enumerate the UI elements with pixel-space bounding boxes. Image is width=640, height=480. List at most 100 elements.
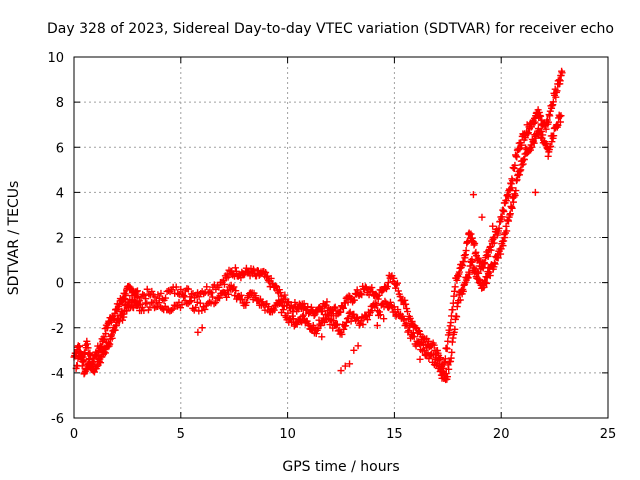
data-point bbox=[284, 299, 292, 307]
data-point bbox=[404, 308, 412, 316]
data-point bbox=[399, 315, 407, 323]
y-tick-label: 10 bbox=[47, 51, 64, 66]
y-axis-label: SDTVAR / TECUs bbox=[6, 181, 22, 296]
data-point bbox=[429, 351, 437, 359]
data-point bbox=[284, 309, 292, 317]
data-point bbox=[267, 274, 275, 282]
data-point bbox=[323, 298, 331, 306]
data-point bbox=[511, 161, 519, 169]
data-point bbox=[402, 300, 410, 308]
data-point bbox=[338, 330, 346, 338]
data-point bbox=[293, 320, 301, 328]
x-tick-label: 0 bbox=[70, 427, 78, 442]
data-point bbox=[444, 337, 452, 345]
data-point bbox=[512, 187, 520, 195]
data-point bbox=[380, 315, 388, 323]
data-point bbox=[330, 317, 338, 325]
data-point bbox=[430, 341, 438, 349]
y-tick-label: 0 bbox=[56, 277, 64, 292]
data-point bbox=[309, 321, 317, 329]
data-point bbox=[196, 299, 204, 307]
data-point bbox=[210, 300, 218, 308]
data-point bbox=[173, 302, 181, 310]
data-point bbox=[487, 246, 495, 254]
grid-layer bbox=[74, 57, 608, 418]
x-axis-label: GPS time / hours bbox=[282, 459, 399, 475]
data-point bbox=[317, 322, 325, 330]
data-point bbox=[151, 304, 159, 312]
data-point bbox=[547, 142, 555, 150]
data-point bbox=[180, 293, 188, 301]
data-point bbox=[486, 272, 494, 280]
data-point bbox=[270, 306, 278, 314]
data-point bbox=[383, 283, 391, 291]
data-point bbox=[447, 319, 455, 327]
y-tick-label: 2 bbox=[56, 232, 64, 247]
data-point bbox=[531, 188, 539, 196]
data-point bbox=[456, 296, 464, 304]
data-point bbox=[200, 290, 208, 298]
data-point bbox=[451, 283, 459, 291]
data-point bbox=[422, 344, 430, 352]
data-point bbox=[232, 267, 240, 275]
data-point bbox=[462, 247, 470, 255]
data-point bbox=[300, 300, 308, 308]
data-point bbox=[280, 302, 288, 310]
data-point bbox=[157, 289, 165, 297]
data-point bbox=[339, 304, 347, 312]
data-points-layer bbox=[70, 67, 566, 384]
data-point bbox=[138, 303, 146, 311]
data-point bbox=[374, 295, 382, 303]
data-point bbox=[158, 295, 166, 303]
y-tick-label: -4 bbox=[51, 367, 64, 382]
data-point bbox=[354, 342, 362, 350]
data-point bbox=[530, 139, 538, 147]
data-point bbox=[537, 112, 545, 120]
data-point bbox=[195, 293, 203, 301]
data-point bbox=[469, 258, 477, 266]
data-point bbox=[390, 303, 398, 311]
data-point bbox=[517, 166, 525, 174]
y-tick-label: -2 bbox=[51, 322, 64, 337]
data-point bbox=[312, 330, 320, 338]
data-point bbox=[119, 295, 127, 303]
data-point bbox=[460, 258, 468, 266]
data-point bbox=[394, 306, 402, 314]
data-point bbox=[149, 299, 157, 307]
data-point bbox=[281, 291, 289, 299]
data-point bbox=[475, 269, 483, 277]
data-point bbox=[469, 191, 477, 199]
data-point bbox=[481, 260, 489, 268]
data-point bbox=[400, 316, 408, 324]
data-point bbox=[93, 351, 101, 359]
data-point bbox=[205, 298, 213, 306]
data-point bbox=[376, 311, 384, 319]
data-point bbox=[108, 334, 116, 342]
data-point bbox=[212, 299, 220, 307]
data-point bbox=[443, 373, 451, 381]
y-tick-label: 6 bbox=[56, 141, 64, 156]
data-point bbox=[154, 291, 162, 299]
data-point bbox=[495, 224, 503, 232]
data-point bbox=[337, 367, 345, 375]
data-point bbox=[531, 118, 539, 126]
y-tick-label: -6 bbox=[51, 412, 64, 427]
data-point bbox=[291, 298, 299, 306]
y-tick-label: 4 bbox=[56, 186, 64, 201]
data-point bbox=[518, 141, 526, 149]
data-point bbox=[491, 260, 499, 268]
data-point bbox=[406, 323, 414, 331]
data-point bbox=[174, 289, 182, 297]
data-point bbox=[310, 312, 318, 320]
data-point bbox=[79, 358, 87, 366]
data-point bbox=[140, 291, 148, 299]
plot-frame bbox=[73, 56, 609, 419]
data-point bbox=[141, 299, 149, 307]
data-point bbox=[343, 315, 351, 323]
data-point bbox=[198, 324, 206, 332]
data-point bbox=[368, 284, 376, 292]
data-point bbox=[557, 112, 565, 120]
data-point bbox=[325, 311, 333, 319]
data-point bbox=[237, 274, 245, 282]
